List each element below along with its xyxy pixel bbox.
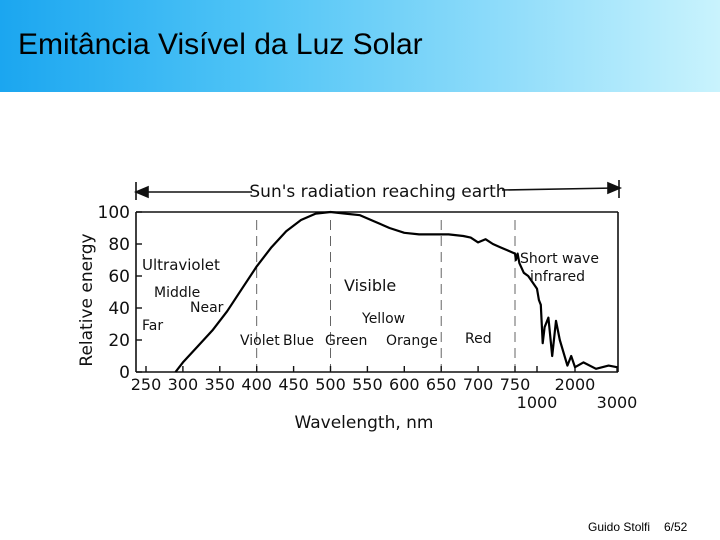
y-tick-label: 0 xyxy=(119,363,130,383)
y-axis-ticks: 0 20 40 60 80 100 xyxy=(98,203,142,383)
x-tick-label: 600 xyxy=(389,375,420,394)
y-tick-label: 20 xyxy=(108,331,130,351)
y-tick-label: 40 xyxy=(108,299,130,319)
label-infrared: infrared xyxy=(530,269,585,285)
footer-author: Guido Stolfi xyxy=(588,520,651,534)
x-tick-label: 700 xyxy=(463,375,494,394)
label-green: Green xyxy=(325,333,367,349)
footer-page-number: 6/52 xyxy=(664,520,688,534)
x-tick-label: 2000 xyxy=(555,375,596,394)
label-far: Far xyxy=(142,318,163,334)
label-near: Near xyxy=(190,300,224,316)
label-yellow: Yellow xyxy=(361,311,405,327)
x-tick-label: 1000 xyxy=(517,393,558,412)
x-tick-label: 3000 xyxy=(597,393,638,412)
radiation-range-arrow xyxy=(133,180,623,200)
label-orange: Orange xyxy=(386,333,438,349)
x-axis-ticks: 250 300 350 400 450 500 550 600 650 700 7501000200… xyxy=(131,366,638,412)
label-ultraviolet: Ultraviolet xyxy=(142,256,220,274)
x-tick-label: 550 xyxy=(352,375,383,394)
x-tick-label: 300 xyxy=(168,375,199,394)
x-axis-label: Wavelength, nm xyxy=(295,413,434,433)
y-axis-label: Relative energy xyxy=(77,233,97,366)
x-tick-label: 450 xyxy=(278,375,309,394)
x-tick-label: 400 xyxy=(241,375,272,394)
label-red: Red xyxy=(465,331,492,347)
x-tick-label: 250 xyxy=(131,375,162,394)
y-tick-label: 80 xyxy=(108,235,130,255)
y-tick-label: 60 xyxy=(108,267,130,287)
label-violet: Violet xyxy=(240,333,280,349)
chart-title: Sun's radiation reaching earth xyxy=(249,182,506,202)
x-tick-label: 350 xyxy=(205,375,236,394)
label-short-wave: Short wave xyxy=(520,251,599,267)
x-tick-label: 750 xyxy=(500,375,531,394)
x-tick-label: 500 xyxy=(315,375,346,394)
y-tick-label: 100 xyxy=(98,203,130,223)
label-visible: Visible xyxy=(344,276,396,295)
region-dividers xyxy=(256,220,516,372)
label-blue: Blue xyxy=(283,333,314,349)
slide-title: Emitância Visível da Luz Solar xyxy=(18,28,423,61)
x-tick-label: 650 xyxy=(426,375,457,394)
slide-header: Emitância Visível da Luz Solar xyxy=(0,0,720,92)
series-line-solar-energy xyxy=(174,210,618,373)
label-middle: Middle xyxy=(154,285,200,301)
